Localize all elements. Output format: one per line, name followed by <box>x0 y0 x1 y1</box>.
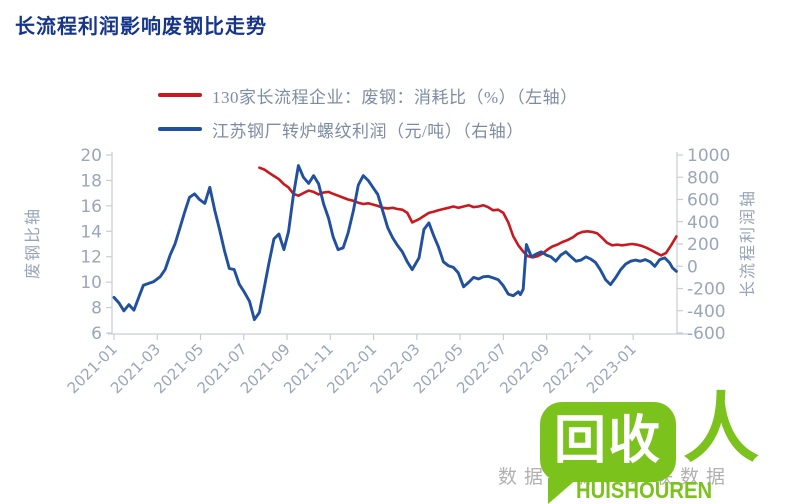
left-axis-title: 废钢比轴 <box>24 207 42 279</box>
series-line-1 <box>112 164 678 322</box>
right-axis-title: 长流程利润轴 <box>739 189 757 297</box>
right-tick-label: 800 <box>687 168 719 188</box>
legend-line-red-icon <box>158 93 202 97</box>
legend-item-scrap-ratio: 130家长流程企业：废钢：消耗比（%）（左轴） <box>158 78 578 112</box>
legend-item-rebar-profit: 江苏钢厂转炉螺纹利润（元/吨）（右轴） <box>158 112 578 146</box>
chart-legend: 130家长流程企业：废钢：消耗比（%）（左轴） 江苏钢厂转炉螺纹利润（元/吨）（… <box>158 78 578 146</box>
left-tick-label: 6 <box>91 324 102 344</box>
right-tick-label: -600 <box>687 324 726 344</box>
right-tick-label: -200 <box>687 280 726 300</box>
page-title: 长流程利润影响废钢比走势 <box>15 16 267 38</box>
left-tick-label: 16 <box>80 197 102 217</box>
right-tick-label: 0 <box>687 257 698 277</box>
left-tick-label: 18 <box>80 171 102 191</box>
bubble-tail-icon <box>548 478 578 504</box>
recycle-logo-text: 回收 <box>553 413 662 470</box>
right-tick-label: 400 <box>687 213 719 233</box>
watermark-caption: HUISHOUREN <box>576 477 713 503</box>
right-tick-label: 600 <box>687 191 719 211</box>
left-tick-label: 20 <box>80 146 102 166</box>
person-glyph-icon: 人 <box>683 388 759 472</box>
left-tick-label: 10 <box>80 273 102 293</box>
right-tick-label: 200 <box>687 235 719 255</box>
right-tick-label: 1000 <box>687 146 730 166</box>
left-tick-label: 8 <box>91 299 102 319</box>
series-line-0 <box>258 166 678 259</box>
legend-line-blue-icon <box>158 127 202 131</box>
legend-label-rebar-profit: 江苏钢厂转炉螺纹利润（元/吨）（右轴） <box>212 121 524 141</box>
right-tick-label: -400 <box>687 302 726 322</box>
legend-label-scrap-ratio: 130家长流程企业：废钢：消耗比（%）（左轴） <box>212 87 578 107</box>
left-tick-label: 14 <box>80 222 102 242</box>
recycle-logo-bubble: 回收 <box>540 402 676 504</box>
left-tick-label: 12 <box>80 248 102 268</box>
